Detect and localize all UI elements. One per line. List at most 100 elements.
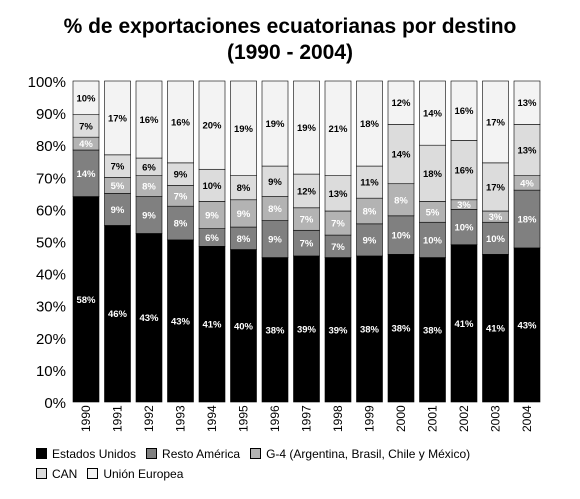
data-label: 38% bbox=[360, 324, 380, 335]
data-label: 20% bbox=[202, 121, 222, 132]
legend-row-1: Estados Unidos Resto América G-4 (Argentin… bbox=[36, 447, 480, 461]
y-tick-label: 70% bbox=[36, 170, 66, 187]
bar-segment bbox=[387, 254, 415, 403]
bar-segment bbox=[72, 149, 100, 197]
data-label: 9% bbox=[111, 205, 125, 216]
bar-segment bbox=[450, 140, 478, 201]
bar-segment bbox=[293, 229, 320, 257]
data-label: 9% bbox=[268, 235, 282, 246]
x-tick-label: 1993 bbox=[174, 405, 188, 432]
legend-label: Unión Europea bbox=[103, 467, 184, 481]
data-label: 40% bbox=[234, 321, 254, 332]
data-label: 17% bbox=[486, 182, 506, 193]
data-label: 9% bbox=[174, 170, 188, 181]
bar-segment bbox=[261, 80, 289, 167]
legend-swatch bbox=[36, 468, 47, 479]
x-tick-label: 1992 bbox=[142, 405, 156, 432]
data-label: 4% bbox=[79, 139, 93, 150]
legend-swatch bbox=[146, 448, 158, 459]
x-tick-label: 1996 bbox=[268, 405, 282, 432]
data-label: 38% bbox=[265, 325, 285, 336]
legend-label: G-4 (Argentina, Brasil, Chile y México) bbox=[266, 447, 471, 461]
bar-segment bbox=[419, 221, 446, 258]
x-tick-label: 2002 bbox=[457, 405, 471, 432]
bar-segment bbox=[419, 144, 446, 202]
x-tick-label: 1999 bbox=[363, 405, 377, 432]
bar-segment bbox=[356, 223, 383, 257]
data-label: 13% bbox=[517, 146, 537, 157]
data-label: 12% bbox=[297, 186, 317, 197]
data-label: 39% bbox=[297, 324, 317, 335]
data-label: 39% bbox=[328, 325, 348, 336]
data-label: 12% bbox=[391, 98, 411, 109]
data-label: 17% bbox=[486, 117, 506, 128]
data-label: 8% bbox=[174, 219, 188, 230]
data-label: 8% bbox=[237, 183, 251, 194]
data-label: 8% bbox=[237, 234, 251, 245]
x-tick-label: 2004 bbox=[520, 405, 534, 432]
bar-segment bbox=[135, 196, 163, 234]
data-label: 4% bbox=[520, 178, 534, 189]
y-tick-label: 0% bbox=[44, 395, 66, 412]
data-label: 9% bbox=[205, 211, 219, 222]
y-tick-label: 60% bbox=[36, 202, 66, 219]
x-tick-label: 2003 bbox=[489, 405, 503, 432]
data-label: 38% bbox=[391, 324, 411, 335]
data-label: 58% bbox=[76, 295, 96, 306]
bar-segment bbox=[482, 221, 509, 255]
data-label: 46% bbox=[108, 309, 128, 320]
bar-segment bbox=[450, 209, 478, 246]
data-label: 10% bbox=[202, 181, 222, 192]
data-label: 13% bbox=[517, 98, 537, 109]
data-label: 7% bbox=[111, 162, 125, 173]
chart-title-line1: % de exportaciones ecuatorianas por dest… bbox=[63, 15, 517, 38]
bar-segment bbox=[198, 201, 226, 229]
legend-label: Resto América bbox=[162, 447, 241, 461]
data-label: 19% bbox=[234, 124, 254, 135]
data-label: 10% bbox=[391, 231, 411, 242]
bar-segment bbox=[387, 124, 415, 185]
legend-item: Resto América bbox=[146, 447, 240, 461]
chart-title-line2: (1990 - 2004) bbox=[226, 41, 354, 64]
data-label: 9% bbox=[142, 211, 156, 222]
data-label: 16% bbox=[454, 166, 474, 177]
bar-segment bbox=[104, 80, 131, 156]
data-label: 14% bbox=[76, 169, 96, 180]
y-tick-label: 40% bbox=[36, 267, 66, 284]
data-label: 38% bbox=[423, 325, 443, 336]
data-label: 7% bbox=[331, 242, 345, 253]
bar-segment bbox=[135, 233, 163, 403]
data-label: 5% bbox=[111, 181, 125, 192]
x-tick-label: 1998 bbox=[331, 405, 345, 432]
bar-segment bbox=[482, 80, 509, 164]
y-tick-label: 10% bbox=[36, 363, 66, 380]
bar-segment bbox=[356, 255, 383, 403]
y-tick-label: 50% bbox=[36, 235, 66, 252]
bar-segment bbox=[419, 257, 446, 403]
bar-segment bbox=[261, 257, 289, 403]
legend-row-2: CAN Unión Europea bbox=[36, 467, 193, 481]
data-label: 18% bbox=[517, 215, 537, 226]
bar-segment bbox=[513, 80, 541, 125]
data-label: 18% bbox=[423, 169, 443, 180]
data-label: 10% bbox=[454, 223, 474, 234]
data-label: 11% bbox=[360, 178, 379, 189]
bar-segment bbox=[324, 257, 352, 403]
bar-segment bbox=[230, 249, 257, 403]
bar-segment bbox=[513, 247, 541, 403]
bar-segment bbox=[167, 80, 194, 164]
data-label: 7% bbox=[174, 191, 188, 202]
data-label: 7% bbox=[331, 219, 345, 230]
bar-segment bbox=[230, 175, 257, 201]
bar-segment bbox=[387, 183, 415, 217]
bar-segment bbox=[230, 80, 257, 176]
bar-segment bbox=[198, 80, 226, 170]
legend-swatch bbox=[250, 448, 262, 459]
data-label: 43% bbox=[171, 316, 191, 327]
bar-segment bbox=[72, 196, 100, 403]
data-label: 14% bbox=[391, 150, 411, 161]
data-label: 16% bbox=[454, 106, 474, 117]
data-label: 18% bbox=[360, 119, 380, 130]
x-tick-label: 1997 bbox=[300, 405, 314, 432]
